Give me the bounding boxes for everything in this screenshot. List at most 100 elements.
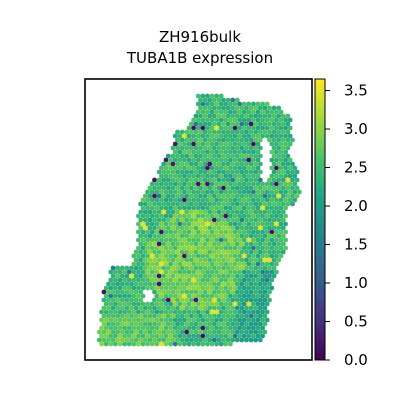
- expression-spot: [248, 241, 254, 247]
- expression-spot: [188, 313, 194, 319]
- expression-spot: [276, 153, 282, 159]
- expression-spot: [177, 333, 183, 339]
- expression-spot: [149, 189, 155, 195]
- expression-spot: [290, 185, 295, 191]
- expression-spot: [262, 329, 268, 335]
- expression-spot: [131, 325, 137, 331]
- expression-spot: [149, 341, 155, 347]
- expression-spot: [202, 289, 208, 295]
- expression-spot: [200, 229, 206, 235]
- expression-spot: [285, 161, 291, 167]
- expression-spot: [179, 281, 185, 287]
- expression-spot: [232, 261, 238, 267]
- expression-spot: [257, 297, 263, 303]
- expression-spot: [216, 153, 222, 159]
- expression-spot: [179, 313, 185, 319]
- expression-spot: [193, 113, 199, 119]
- expression-spot: [244, 305, 249, 311]
- expression-spot: [211, 177, 217, 183]
- expression-spot: [182, 261, 187, 267]
- expression-spot: [163, 341, 169, 347]
- expression-spot: [193, 121, 199, 127]
- expression-spot: [140, 253, 146, 259]
- expression-spot: [200, 261, 206, 267]
- expression-spot: [152, 257, 157, 263]
- expression-spot: [184, 153, 190, 159]
- expression-spot: [218, 109, 224, 115]
- expression-spot: [172, 197, 178, 203]
- expression-spot: [117, 301, 123, 307]
- expression-spot: [278, 213, 284, 219]
- expression-spot: [133, 249, 139, 255]
- expression-spot: [205, 269, 210, 275]
- expression-spot: [186, 269, 192, 275]
- expression-spot: [179, 177, 185, 183]
- expression-spot: [202, 185, 208, 191]
- expression-spot: [214, 109, 220, 115]
- expression-spot: [136, 333, 141, 339]
- expression-spot: [225, 233, 231, 239]
- expression-spot: [119, 273, 125, 279]
- expression-spot: [211, 97, 217, 103]
- expression-spot: [115, 265, 121, 271]
- expression-spot: [140, 261, 146, 267]
- expression-spot: [228, 333, 233, 339]
- expression-spot: [260, 285, 265, 291]
- expression-spot: [218, 101, 224, 107]
- expression-spot: [122, 293, 127, 299]
- expression-spot: [221, 105, 226, 111]
- expression-spot: [149, 221, 155, 227]
- expression-spot: [221, 153, 226, 159]
- expression-spot: [232, 333, 238, 339]
- expression-spot: [202, 97, 208, 103]
- expression-spot: [216, 273, 222, 279]
- expression-spot: [218, 237, 224, 243]
- expression-spot: [200, 333, 206, 339]
- expression-spot: [140, 293, 146, 299]
- expression-spot: [223, 133, 229, 139]
- expression-spot: [214, 189, 220, 195]
- expression-spot: [218, 165, 224, 171]
- expression-spot: [138, 297, 144, 303]
- expression-spot: [184, 145, 190, 151]
- expression-spot: [276, 137, 282, 143]
- expression-spot: [113, 293, 118, 299]
- expression-spot: [163, 277, 169, 283]
- expression-spot: [218, 141, 224, 147]
- expression-spot: [223, 245, 229, 251]
- expression-spot: [149, 229, 155, 235]
- expression-spot: [274, 141, 279, 147]
- expression-spot: [138, 257, 144, 263]
- expression-spot: [230, 129, 236, 135]
- expression-spot: [163, 205, 169, 211]
- colorbar: [314, 78, 326, 361]
- expression-spot: [269, 205, 275, 211]
- expression-spot: [179, 289, 185, 295]
- expression-spot: [223, 317, 229, 323]
- expression-spot: [214, 341, 220, 347]
- expression-spot: [223, 325, 229, 331]
- expression-spot: [126, 269, 132, 275]
- expression-spot: [172, 309, 178, 315]
- expression-spot: [131, 269, 137, 275]
- expression-spot: [283, 229, 288, 235]
- expression-spot: [246, 133, 252, 139]
- expression-spot: [154, 213, 160, 219]
- expression-spots: [96, 93, 302, 347]
- expression-spot: [202, 249, 208, 255]
- expression-spot: [216, 177, 222, 183]
- expression-spot: [168, 245, 174, 251]
- expression-spot: [257, 161, 263, 167]
- expression-spot: [186, 141, 192, 147]
- expression-spot: [207, 217, 213, 223]
- expression-spot: [216, 105, 222, 111]
- expression-spot: [198, 257, 203, 263]
- expression-spot: [163, 197, 169, 203]
- expression-spot: [198, 153, 203, 159]
- expression-spot: [193, 281, 199, 287]
- expression-spot: [179, 169, 185, 175]
- expression-spot: [230, 209, 236, 215]
- expression-spot: [207, 177, 213, 183]
- expression-spot: [262, 249, 268, 255]
- expression-spot: [264, 261, 270, 267]
